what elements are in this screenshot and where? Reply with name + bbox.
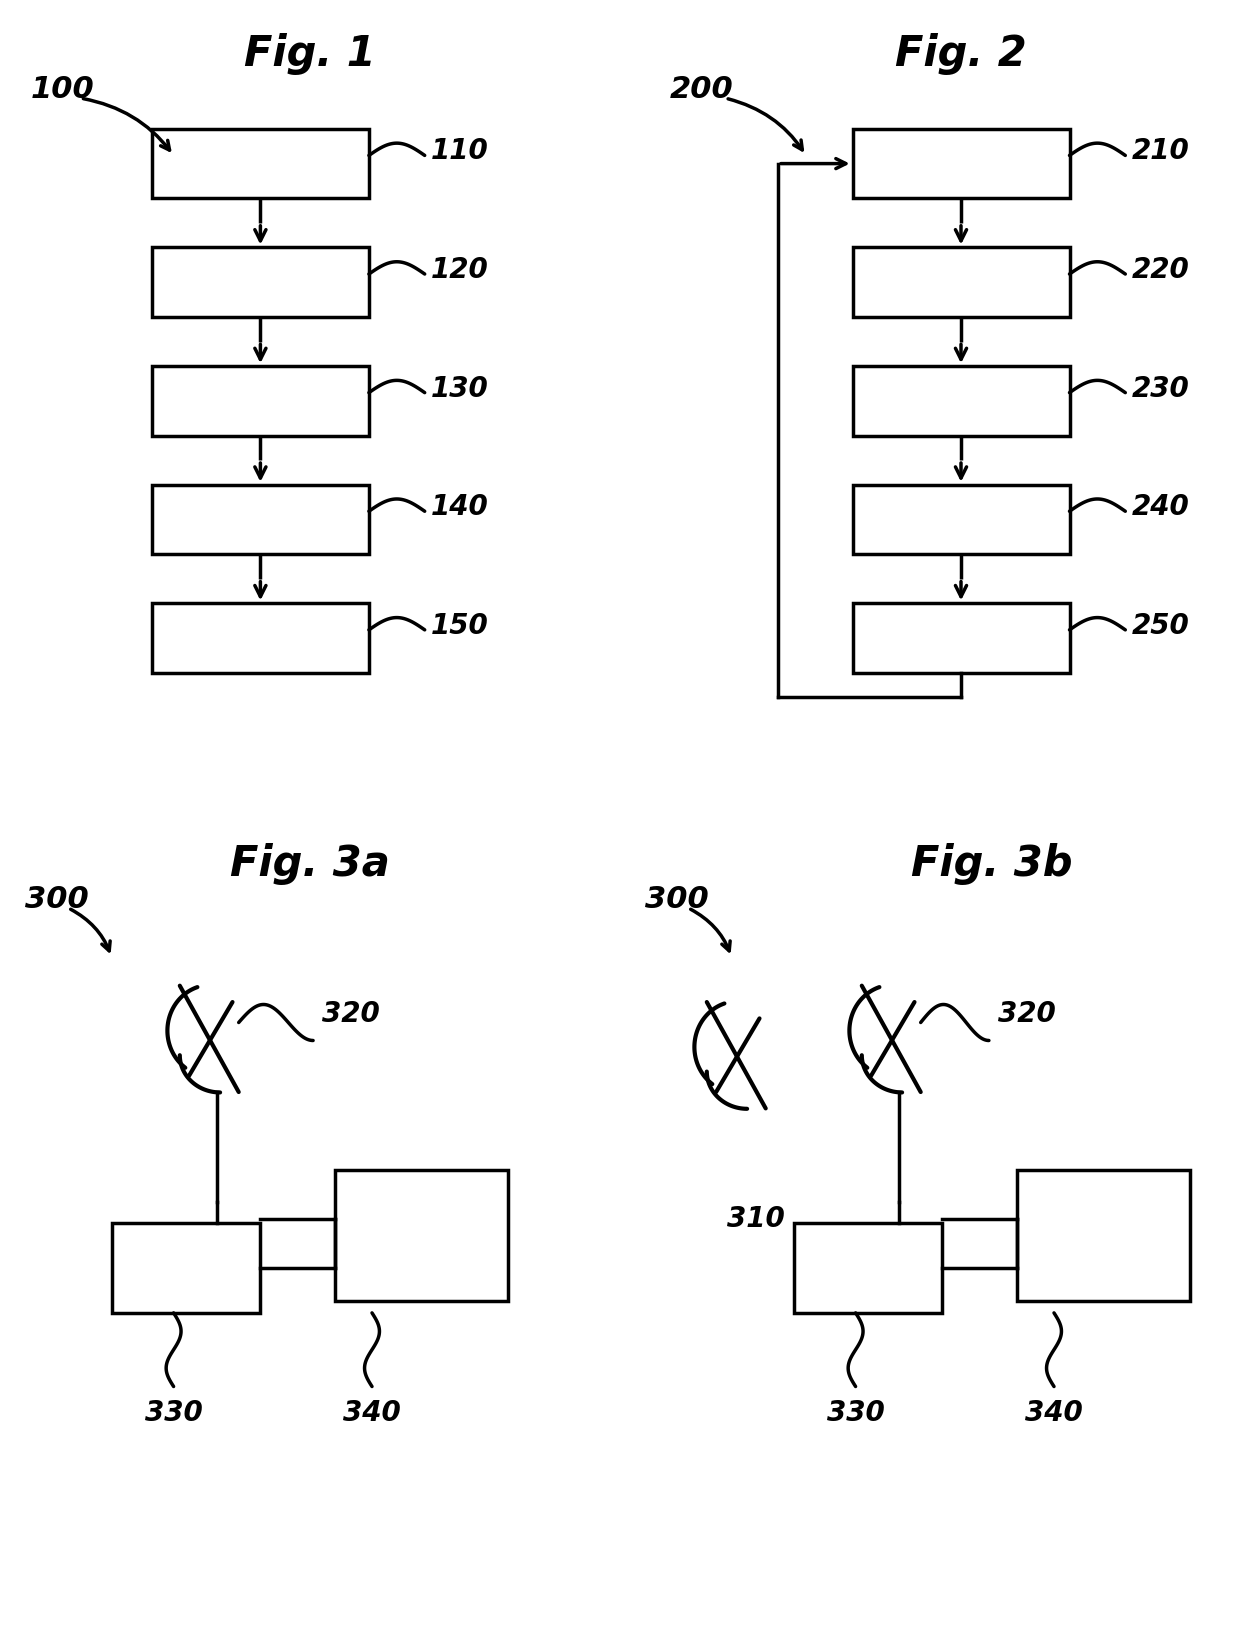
Bar xyxy=(151,247,370,317)
Text: 200: 200 xyxy=(670,75,733,105)
Text: 240: 240 xyxy=(1131,492,1189,522)
Text: 310: 310 xyxy=(727,1204,784,1234)
Text: 220: 220 xyxy=(1131,255,1189,285)
Text: 150: 150 xyxy=(432,612,489,640)
Bar xyxy=(1017,1170,1190,1301)
Bar xyxy=(112,1222,260,1312)
Text: 210: 210 xyxy=(1131,137,1189,165)
Text: 250: 250 xyxy=(1131,612,1189,640)
Bar xyxy=(853,484,1069,555)
Text: 140: 140 xyxy=(432,492,489,522)
Bar xyxy=(853,247,1069,317)
Text: 300: 300 xyxy=(645,885,708,915)
Text: Fig. 3b: Fig. 3b xyxy=(911,843,1073,885)
Text: Fig. 3a: Fig. 3a xyxy=(231,843,389,885)
Bar xyxy=(853,366,1069,435)
Text: 340: 340 xyxy=(343,1399,401,1427)
Text: 320: 320 xyxy=(322,1000,381,1029)
Bar xyxy=(335,1170,508,1301)
Text: 330: 330 xyxy=(145,1399,202,1427)
Bar xyxy=(794,1222,942,1312)
Bar xyxy=(853,129,1069,198)
Text: 100: 100 xyxy=(31,75,94,105)
Text: 320: 320 xyxy=(998,1000,1056,1029)
Text: 300: 300 xyxy=(25,885,88,915)
Bar xyxy=(151,129,370,198)
Text: Fig. 1: Fig. 1 xyxy=(244,33,376,75)
Text: 230: 230 xyxy=(1131,375,1189,402)
Bar xyxy=(151,604,370,672)
Text: 340: 340 xyxy=(1025,1399,1083,1427)
Text: 120: 120 xyxy=(432,255,489,285)
Text: 110: 110 xyxy=(432,137,489,165)
Bar xyxy=(853,604,1069,672)
Bar xyxy=(151,366,370,435)
Text: 130: 130 xyxy=(432,375,489,402)
Text: Fig. 2: Fig. 2 xyxy=(895,33,1027,75)
Text: 330: 330 xyxy=(827,1399,884,1427)
Bar xyxy=(151,484,370,555)
